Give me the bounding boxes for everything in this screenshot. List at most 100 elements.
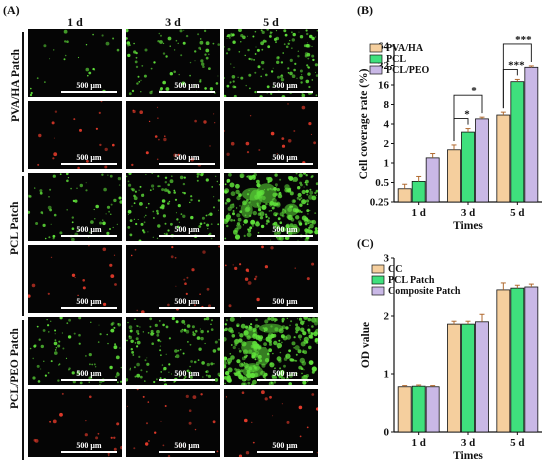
legend-swatch [369,54,383,64]
micrograph-red-3d: 500 μm [126,245,220,313]
column-header-day5: 5 d [263,15,279,29]
micrograph-spots [126,29,220,96]
scale-bar-label: 500 μm [272,441,298,450]
x-axis-label: Times [453,450,483,462]
micrograph-spots [28,173,122,241]
scale-bar-line [257,307,313,309]
scale-bar: 500 μm [159,153,215,165]
legend-label: CC [388,264,402,275]
scale-bar-label: 500 μm [174,225,200,234]
scale-bar: 500 μm [61,225,117,237]
bar [510,81,525,203]
bar [461,131,475,203]
micrograph-spots [29,317,122,385]
significance-label: * [471,85,477,97]
micrograph-green-5d: 500 μm [224,317,318,385]
scale-bar-line [61,307,117,309]
micrograph-spots [37,101,115,169]
x-axis-label: Times [453,220,483,232]
scale-bar: 500 μm [61,297,117,309]
legend-label: Composite Patch [388,286,461,297]
y-tick-label: 16 [378,80,390,92]
scale-bar-label: 500 μm [272,153,298,162]
scale-bar-line [257,379,313,381]
group-bracket-pvaha [22,32,27,172]
panel-a-label: (A) [3,3,20,17]
micrograph-spots [33,392,122,457]
legend-swatch [371,264,385,274]
micrograph-green-1d: 500 μm [28,173,122,241]
scale-bar: 500 μm [257,369,313,381]
scale-bar: 500 μm [61,369,117,381]
legend-label: PVA/HA [386,43,424,54]
scale-bar-line [257,235,313,237]
legend-label: PCL [386,54,406,65]
y-tick-label: 64 [378,41,390,53]
scale-bar-line [257,451,313,453]
micrograph-green-1d: 500 μm [28,317,122,385]
scale-bar-line [257,163,313,165]
micrograph-red-3d: 500 μm [126,389,220,457]
y-axis-label: Cell coverage rate (%) [358,68,370,179]
column-header-day3: 3 d [165,15,181,29]
scale-bar-label: 500 μm [272,369,298,378]
group-bracket-pclpeo [22,320,27,460]
micrograph-spots [126,389,219,457]
scale-bar-line [159,307,215,309]
scale-bar-line [159,379,215,381]
micrograph-spots [224,317,318,385]
scale-bar-label: 500 μm [272,81,298,90]
x-tick-label: 3 d [461,437,475,449]
scale-bar-label: 500 μm [76,369,102,378]
scale-bar: 500 μm [159,225,215,237]
micrograph-green-3d: 500 μm [126,173,220,241]
micrograph-green-3d: 500 μm [126,29,220,97]
scale-bar-label: 500 μm [272,297,298,306]
scale-bar: 500 μm [257,81,313,93]
micrograph-spots [28,245,117,306]
scale-bar: 500 μm [257,441,313,453]
x-tick-label: 1 d [411,437,425,449]
bar [411,180,426,203]
micrograph-spots [224,29,318,97]
scale-bar-line [159,235,215,237]
y-tick-label: 32 [378,60,390,72]
x-tick-label: 3 d [461,207,475,219]
y-tick-label: 4 [384,119,390,131]
bar [425,386,440,433]
scale-bar-line [159,451,215,453]
scale-bar: 500 μm [61,153,117,165]
group-label-pclpeo: PCL/PEO Patch [9,328,21,409]
legend-label: PCL Patch [388,275,435,286]
group-label-pvaha: PVA/HA Patch [10,49,22,122]
micrograph-spots [126,173,220,241]
micrograph-spots [130,245,220,313]
scale-bar: 500 μm [257,225,313,237]
scale-bar: 500 μm [159,297,215,309]
y-tick-label: 2 [384,311,390,323]
micrograph-red-1d: 500 μm [28,389,122,457]
micrograph-green-3d: 500 μm [126,317,220,385]
bar [447,149,461,203]
column-header-day1: 1 d [67,15,83,29]
bar [496,114,511,203]
legend-swatch [371,286,385,296]
micrograph-red-5d: 500 μm [224,389,318,457]
scale-bar-label: 500 μm [174,81,200,90]
scale-bar-label: 500 μm [76,297,102,306]
y-tick-label: 0.25 [370,197,390,209]
y-tick-label: 1 [384,369,390,381]
significance-label: *** [508,59,525,71]
scale-bar-label: 500 μm [76,441,102,450]
group-label-pcl: PCL Patch [9,201,21,255]
scale-bar-label: 500 μm [76,81,102,90]
legend-swatch [371,275,385,285]
scale-bar-label: 500 μm [174,441,200,450]
scale-bar: 500 μm [159,441,215,453]
micrograph-spots [131,106,216,167]
micrograph-spots [225,390,318,457]
y-tick-label: 3 [384,253,390,265]
legend-label: PCL/PEO [386,65,430,76]
scale-bar-line [61,91,117,93]
